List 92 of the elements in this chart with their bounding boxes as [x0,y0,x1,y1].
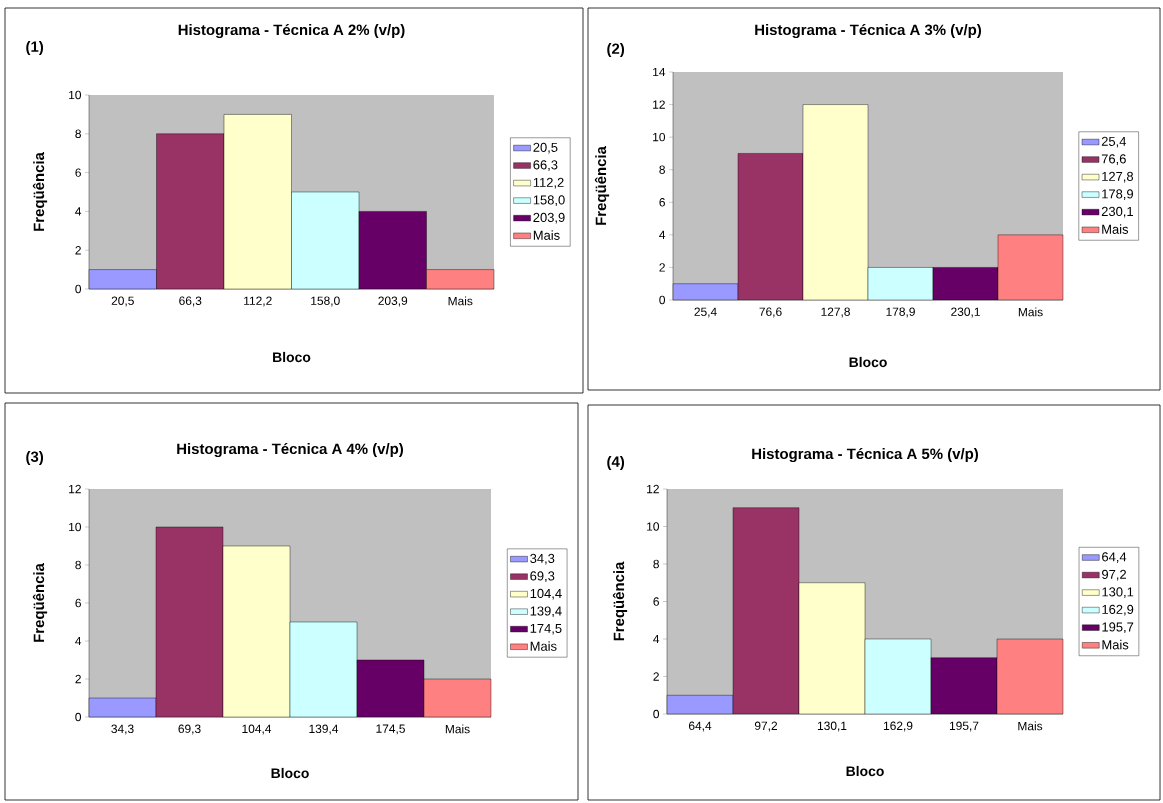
y-tick-label: 8 [653,559,659,569]
legend-label: 20,5 [533,142,558,154]
y-tick-label: 12 [653,100,665,109]
legend-label: 162,9 [1102,604,1134,616]
x-tick-label: 76,6 [759,307,782,318]
legend-label: Mais [533,230,560,240]
y-axis-title: Freqüência [32,563,48,642]
x-tick-label: 130,1 [817,721,847,732]
chart-title: Histograma - Técnica A 4% (v/p) [177,442,404,458]
y-tick-label: 2 [75,674,81,684]
x-tick-label: 178,9 [886,307,915,318]
legend-label: 76,6 [1101,154,1126,165]
x-tick-label: 25,4 [694,307,717,318]
y-tick-label: 6 [75,168,81,177]
y-axis-title: Freqüência [594,146,610,225]
y-tick-label: 14 [653,67,666,77]
y-tick-label: 8 [75,560,81,570]
x-tick-label: 162,9 [883,721,913,732]
x-tick-label: 34,3 [111,724,134,735]
x-tick-label: 230,1 [951,307,980,318]
y-tick-label: 0 [653,709,660,719]
legend-label: 64,4 [1102,552,1127,563]
legend-label: 178,9 [1102,189,1133,201]
chart-title: Histograma - Técnica A 2% (v/p) [178,23,405,39]
legend-label: 230,1 [1101,206,1133,218]
legend-label: 97,2 [1102,569,1126,581]
y-axis-title: Freqüência [32,152,48,231]
y-tick-label: 4 [653,634,660,644]
legend-label: 158,0 [533,195,565,207]
y-axis-title: Freqüência [612,561,628,641]
x-axis-title: Bloco [846,765,884,777]
x-axis-title: Bloco [271,767,309,779]
x-tick-label: 195,7 [949,721,979,732]
y-tick-label: 0 [75,284,82,294]
y-tick-label: 2 [653,672,659,681]
x-axis-title: Bloco [273,351,311,363]
legend-label: 66,3 [533,160,558,171]
legend-label: Mais [530,641,557,651]
y-tick-label: 8 [75,129,81,139]
y-tick-label: 2 [75,246,81,255]
x-tick-label: Mais [1018,721,1043,731]
x-axis-title: Bloco [849,356,887,368]
x-tick-label: 104,4 [242,724,272,735]
text: (4) [607,456,625,470]
y-tick-label: 2 [659,263,665,272]
x-tick-label: Mais [1018,307,1043,317]
x-tick-label: 203,9 [378,296,408,307]
x-tick-label: 127,8 [821,307,850,318]
y-tick-label: 10 [69,90,82,100]
legend-label: 139,4 [530,606,562,618]
legend-label: 174,5 [530,623,562,635]
x-tick-label: 97,2 [754,721,778,732]
x-tick-label: 112,2 [244,296,272,307]
y-tick-label: 6 [659,198,665,207]
text: (3) [26,451,44,465]
legend-label: 104,4 [530,588,562,600]
legend-label: 34,3 [530,553,555,565]
legend-label: 130,1 [1102,587,1134,599]
legend-label: Mais [1102,639,1129,650]
y-tick-label: 10 [653,132,666,142]
y-tick-label: 8 [659,165,665,174]
text: (2) [607,43,625,57]
x-tick-label: Mais [448,296,473,306]
legend-label: 203,9 [533,212,565,224]
chart-title: Histograma - Técnica A 3% (v/p) [755,23,982,39]
y-tick-label: 10 [69,522,82,532]
y-tick-label: 6 [653,597,659,606]
legend-label: 127,8 [1102,171,1134,183]
x-tick-label: Mais [445,724,470,734]
legend-label: Mais [1102,224,1129,234]
y-tick-label: 12 [647,484,659,494]
legend-label: 112,2 [533,177,564,189]
x-tick-label: 69,3 [178,724,201,735]
x-tick-label: 66,3 [179,296,202,307]
y-tick-label: 0 [75,712,82,722]
y-tick-label: 4 [75,207,82,216]
legend-label: 25,4 [1101,136,1127,148]
legend-label: 69,3 [530,571,555,583]
x-tick-label: 64,4 [688,721,712,732]
x-tick-label: 20,5 [111,296,134,307]
y-tick-label: 0 [659,295,666,305]
legend-label: 195,7 [1102,622,1134,634]
x-tick-label: 174,5 [376,724,405,735]
x-tick-label: 139,4 [309,724,339,735]
x-tick-label: 158,0 [311,296,340,307]
y-tick-label: 12 [69,484,81,494]
y-tick-label: 4 [75,636,82,646]
text: (1) [26,41,44,55]
y-tick-label: 10 [647,522,660,531]
chart-title: Histograma - Técnica A 5% (v/p) [752,447,979,463]
y-tick-label: 6 [75,598,81,608]
y-tick-label: 4 [659,230,666,239]
